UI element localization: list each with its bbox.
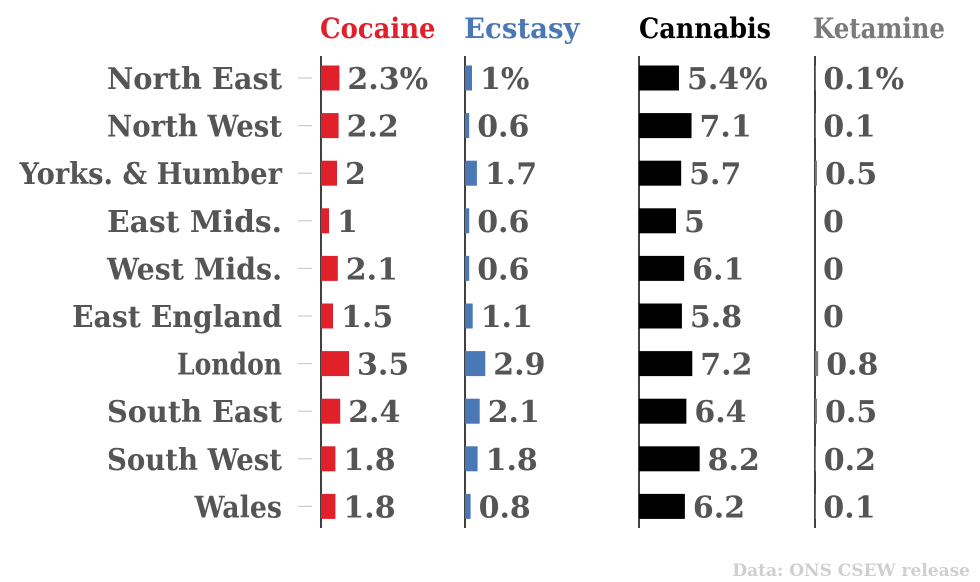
value-label-cannabis-yorks-humber: 5.7 xyxy=(689,157,741,192)
bar-cannabis-south-east xyxy=(639,398,687,424)
value-label-cocaine-south-west: 1.8 xyxy=(343,443,395,478)
value-label-ecstasy-west-mids: 0.6 xyxy=(477,252,529,287)
series-header-cocaine: Cocaine xyxy=(320,12,436,45)
value-label-cocaine-east-england: 1.5 xyxy=(341,300,393,335)
bar-cannabis-east-england xyxy=(639,303,682,329)
panel-cocaine: 2.3% 2.2 2 1 2.1 1.5 3.5 2.4 1.8 1.8 xyxy=(320,56,428,528)
bar-ecstasy-london xyxy=(465,351,486,377)
value-label-ketamine-south-east: 0.5 xyxy=(825,395,877,430)
panel-ecstasy: 1% 0.6 1.7 0.6 0.6 1.1 2.9 2.1 1.8 0.8 xyxy=(464,56,546,528)
bar-cannabis-yorks-humber xyxy=(639,160,682,186)
value-label-cannabis-west-mids: 6.1 xyxy=(692,252,744,287)
value-label-cannabis-london: 7.2 xyxy=(700,348,752,383)
region-label-north-east: North East xyxy=(107,62,282,97)
bar-cocaine-london xyxy=(321,351,349,377)
value-label-ketamine-yorks-humber: 0.5 xyxy=(825,157,877,192)
value-label-ecstasy-north-east: 1% xyxy=(480,62,529,97)
value-label-cannabis-north-west: 7.1 xyxy=(700,110,752,145)
bar-cocaine-west-mids xyxy=(321,255,338,281)
value-label-ketamine-wales: 0.1 xyxy=(823,490,875,525)
panel-ketamine: 0.1% 0.1 0.5 0 0 0 0.8 0.5 0.2 0.1 xyxy=(814,56,904,528)
value-label-cannabis-south-east: 6.4 xyxy=(694,395,746,430)
value-label-cannabis-south-west: 8.2 xyxy=(708,443,760,478)
region-label-north-west: North West xyxy=(107,110,282,145)
series-headers: Cocaine Ecstasy Cannabis Ketamine xyxy=(320,12,945,45)
value-label-ketamine-south-west: 0.2 xyxy=(824,443,876,478)
bar-cannabis-wales xyxy=(639,493,685,519)
panel-cannabis: 5.4% 7.1 5.7 5 6.1 5.8 7.2 6.4 8.2 6.2 xyxy=(638,56,768,528)
value-label-ecstasy-east-mids: 0.6 xyxy=(477,205,529,240)
region-label-london: London xyxy=(177,348,282,383)
bar-ketamine-london xyxy=(815,351,819,377)
value-label-ketamine-north-east: 0.1% xyxy=(823,62,904,97)
value-label-ketamine-london: 0.8 xyxy=(826,348,878,383)
value-label-ketamine-north-west: 0.1 xyxy=(823,110,875,145)
bar-cocaine-north-west xyxy=(321,113,339,139)
value-label-cocaine-north-west: 2.2 xyxy=(347,110,399,145)
bar-cannabis-east-mids xyxy=(639,208,676,234)
value-label-cocaine-yorks-humber: 2 xyxy=(345,157,366,192)
value-label-cannabis-east-mids: 5 xyxy=(684,205,705,240)
bar-ecstasy-south-west xyxy=(465,446,478,472)
bar-ecstasy-east-mids xyxy=(465,208,470,234)
value-label-ketamine-east-mids: 0 xyxy=(823,205,844,240)
region-label-east-mids: East Mids. xyxy=(107,205,282,240)
region-label-wales: Wales xyxy=(194,490,282,525)
bar-cocaine-east-mids xyxy=(321,208,329,234)
bar-cocaine-south-east xyxy=(321,398,341,424)
bar-cannabis-west-mids xyxy=(639,255,685,281)
value-label-cocaine-north-east: 2.3% xyxy=(347,62,428,97)
bar-ecstasy-west-mids xyxy=(465,255,470,281)
bar-ecstasy-south-east xyxy=(465,398,480,424)
value-label-cannabis-wales: 6.2 xyxy=(693,490,745,525)
value-label-cocaine-south-east: 2.4 xyxy=(348,395,400,430)
series-header-ketamine: Ketamine xyxy=(813,12,945,45)
bar-cannabis-north-east xyxy=(639,65,679,91)
value-label-cocaine-east-mids: 1 xyxy=(337,205,358,240)
bar-ecstasy-north-west xyxy=(465,113,470,139)
bar-cocaine-yorks-humber xyxy=(321,160,337,186)
value-label-ecstasy-north-west: 0.6 xyxy=(477,110,529,145)
region-label-south-east: South East xyxy=(107,395,282,430)
value-label-cocaine-london: 3.5 xyxy=(357,348,409,383)
series-header-cannabis: Cannabis xyxy=(639,12,771,45)
value-label-cocaine-west-mids: 2.1 xyxy=(346,252,398,287)
value-label-ecstasy-london: 2.9 xyxy=(493,348,545,383)
value-label-cocaine-wales: 1.8 xyxy=(343,490,395,525)
bar-ketamine-south-west xyxy=(815,446,816,472)
value-label-ketamine-west-mids: 0 xyxy=(823,252,844,287)
series-header-ecstasy: Ecstasy xyxy=(464,12,580,45)
value-label-ecstasy-south-west: 1.8 xyxy=(486,443,538,478)
value-label-ecstasy-east-england: 1.1 xyxy=(481,300,533,335)
value-label-ecstasy-yorks-humber: 1.7 xyxy=(485,157,537,192)
bar-cocaine-east-england xyxy=(321,303,333,329)
region-label-south-west: South West xyxy=(107,443,282,478)
region-label-east-england: East England xyxy=(72,300,282,335)
bar-cannabis-south-west xyxy=(639,446,700,472)
bar-cocaine-south-west xyxy=(321,446,336,472)
bar-ecstasy-wales xyxy=(465,493,471,519)
bar-ketamine-yorks-humber xyxy=(815,160,817,186)
bar-ecstasy-yorks-humber xyxy=(465,160,477,186)
value-label-ecstasy-south-east: 2.1 xyxy=(488,395,540,430)
source-note: Data: ONS CSEW release xyxy=(732,561,970,581)
bar-ecstasy-north-east xyxy=(465,65,472,91)
region-labels: North East North West Yorks. & Humber East … xyxy=(19,62,312,525)
chart-panels: 2.3% 2.2 2 1 2.1 1.5 3.5 2.4 1.8 1.8 1% 0.6 1.7 0.6 0.… xyxy=(320,56,904,528)
bar-ketamine-south-east xyxy=(815,398,817,424)
region-label-yorks-humber: Yorks. & Humber xyxy=(19,157,283,192)
value-label-cannabis-east-england: 5.8 xyxy=(690,300,742,335)
bar-ecstasy-east-england xyxy=(465,303,473,329)
bar-cocaine-wales xyxy=(321,493,336,519)
region-label-west-mids: West Mids. xyxy=(106,252,282,287)
value-label-cannabis-north-east: 5.4% xyxy=(687,62,768,97)
bar-cannabis-london xyxy=(639,351,693,377)
value-label-ketamine-east-england: 0 xyxy=(823,300,844,335)
value-label-ecstasy-wales: 0.8 xyxy=(479,490,531,525)
bar-cocaine-north-east xyxy=(321,65,340,91)
bar-cannabis-north-west xyxy=(639,113,692,139)
